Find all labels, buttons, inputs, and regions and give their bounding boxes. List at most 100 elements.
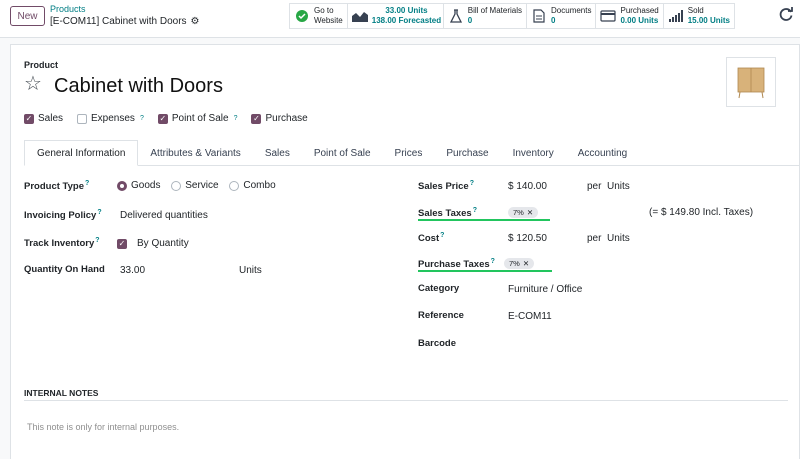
cost-field[interactable]: $ 120.50	[508, 233, 547, 244]
tax-tag: 7% ✕	[504, 258, 535, 269]
cost-unit: per Units	[587, 233, 630, 244]
reference-label: Reference	[418, 310, 464, 321]
flask-icon	[448, 8, 464, 24]
quantity-on-hand-label: Quantity On Hand	[24, 264, 105, 275]
tab-attributes-variants[interactable]: Attributes & Variants	[150, 147, 241, 159]
tax-tag: 7% ✕	[508, 207, 539, 218]
website-line2: Website	[314, 16, 343, 25]
product-type-radio-group: Goods Service Combo	[117, 180, 284, 194]
help-icon[interactable]: ?	[85, 180, 90, 187]
remove-tag-icon[interactable]: ✕	[526, 208, 534, 217]
invoicing-policy-label-text: Invoicing Policy	[24, 210, 97, 222]
help-icon[interactable]: ?	[469, 180, 474, 187]
notes-divider	[24, 400, 788, 401]
breadcrumb-current-label: [E-COM11] Cabinet with Doors	[50, 16, 187, 27]
expenses-checkbox[interactable]: Expenses?	[77, 113, 144, 124]
category-field[interactable]: Furniture / Office	[508, 284, 583, 295]
tab-point-of-sale[interactable]: Point of Sale	[313, 147, 371, 159]
purchase-taxes-highlight	[418, 270, 552, 272]
radio-unselected-icon	[171, 180, 182, 191]
control-panel: New Products [E-COM11] Cabinet with Door…	[0, 0, 800, 38]
sales-checkbox-label: Sales	[38, 113, 64, 124]
track-inventory-label-text: Track Inventory	[24, 238, 95, 250]
bill-of-materials-button[interactable]: Bill of Materials 0	[444, 4, 528, 28]
help-icon[interactable]: ?	[490, 258, 495, 265]
sales-checkbox[interactable]: ✓ Sales	[24, 113, 63, 124]
product-name-field[interactable]: Cabinet with Doors	[54, 75, 223, 97]
refresh-icon[interactable]	[778, 6, 796, 24]
help-icon[interactable]: ?	[95, 237, 100, 244]
gear-icon[interactable]: ⚙	[190, 16, 200, 27]
radio-combo[interactable]: Combo	[229, 180, 276, 191]
purchased-label: Purchased	[620, 6, 659, 15]
tab-sales[interactable]: Sales	[264, 147, 290, 159]
purchase-taxes-label-text: Purchase Taxes	[418, 259, 490, 271]
track-inventory-value[interactable]: By Quantity	[137, 238, 189, 249]
product-image[interactable]	[726, 57, 776, 107]
product-type-label-text: Product Type	[24, 181, 84, 193]
incl-taxes-amount: (= $ 149.80 Incl. Taxes)	[649, 207, 754, 218]
help-icon[interactable]: ?	[440, 232, 445, 239]
radio-service[interactable]: Service	[171, 180, 219, 191]
tab-prices[interactable]: Prices	[394, 147, 423, 159]
track-inventory-checkbox[interactable]: ✓	[117, 238, 127, 249]
purchased-value: 0.00 Units	[620, 16, 659, 25]
document-icon	[531, 8, 547, 24]
bom-label: Bill of Materials	[467, 6, 523, 15]
category-label: Category	[418, 283, 460, 294]
tab-purchase[interactable]: Purchase	[446, 147, 489, 159]
purchase-checkbox[interactable]: ✓ Purchase	[251, 113, 308, 124]
breadcrumb-products-link[interactable]: Products	[50, 4, 86, 14]
sales-taxes-highlight	[418, 219, 550, 221]
quantity-on-hand-unit: Units	[239, 265, 262, 276]
go-to-website-button[interactable]: Go to Website	[290, 4, 348, 28]
documents-button[interactable]: Documents 0	[527, 4, 597, 28]
track-inventory-field: ✓ By Quantity	[117, 238, 189, 249]
radio-unselected-icon	[229, 180, 240, 191]
cost-label-text: Cost	[418, 233, 440, 245]
tab-accounting[interactable]: Accounting	[577, 147, 628, 159]
sales-taxes-field[interactable]: 7% ✕	[508, 207, 539, 218]
documents-label: Documents	[551, 6, 592, 15]
internal-notes-label: INTERNAL NOTES	[24, 388, 99, 398]
sales-price-label: Sales Price?	[418, 180, 474, 192]
forecasted-value: 138.00 Forecasted	[371, 16, 442, 25]
help-icon[interactable]: ?	[97, 209, 102, 216]
help-icon[interactable]: ?	[472, 207, 477, 214]
breadcrumb-current: [E-COM11] Cabinet with Doors ⚙	[50, 16, 200, 27]
website-line1: Go to	[314, 6, 334, 15]
tab-inventory[interactable]: Inventory	[512, 147, 554, 159]
help-icon[interactable]: ?	[139, 115, 144, 122]
checkbox-checked-icon: ✓	[24, 113, 34, 124]
expenses-checkbox-label: Expenses	[91, 113, 135, 124]
purchased-button[interactable]: Purchased 0.00 Units	[596, 4, 664, 28]
signal-bars-icon	[668, 8, 684, 24]
reference-field[interactable]: E-COM11	[508, 311, 552, 322]
sales-price-field[interactable]: $ 140.00	[508, 181, 547, 192]
on-hand-button[interactable]: 33.00 Units 138.00 Forecasted	[348, 4, 444, 28]
credit-card-icon	[600, 8, 617, 24]
purchase-taxes-field[interactable]: 7% ✕	[504, 258, 535, 269]
product-options: ✓ Sales Expenses? ✓ Point of Sale? ✓ Purcha…	[24, 113, 308, 124]
cost-label: Cost?	[418, 232, 444, 244]
on-hand-value: 33.00 Units	[385, 6, 428, 15]
sales-taxes-label: Sales Taxes?	[418, 207, 477, 219]
invoicing-policy-label: Invoicing Policy?	[24, 209, 102, 221]
radio-selected-icon	[117, 180, 127, 191]
form-sheet: Product ☆ Cabinet with Doors ✓ Sales Expe…	[10, 44, 800, 459]
new-button[interactable]: New	[10, 6, 45, 26]
internal-notes-editor[interactable]: This note is only for internal purposes.	[27, 422, 180, 432]
radio-goods-label: Goods	[131, 180, 161, 191]
sales-price-unit: per Units	[587, 181, 630, 192]
favorite-star-icon[interactable]: ☆	[24, 73, 42, 95]
remove-tag-icon[interactable]: ✕	[522, 259, 530, 268]
help-icon[interactable]: ?	[233, 115, 238, 122]
bom-value: 0	[467, 16, 473, 25]
sold-button[interactable]: Sold 15.00 Units	[664, 4, 734, 28]
barcode-field[interactable]	[508, 338, 658, 350]
radio-goods[interactable]: Goods	[117, 180, 160, 191]
tab-general-information[interactable]: General Information	[24, 140, 139, 166]
sales-price-label-text: Sales Price	[418, 181, 469, 193]
point-of-sale-checkbox[interactable]: ✓ Point of Sale?	[157, 113, 238, 124]
invoicing-policy-field[interactable]: Delivered quantities	[120, 210, 208, 221]
